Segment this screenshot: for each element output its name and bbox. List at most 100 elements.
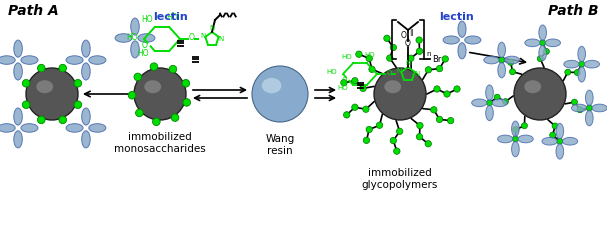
Ellipse shape (0, 124, 15, 132)
Circle shape (366, 55, 373, 62)
Circle shape (22, 101, 30, 109)
Ellipse shape (21, 124, 38, 132)
Ellipse shape (486, 85, 493, 100)
Ellipse shape (562, 137, 578, 145)
Circle shape (509, 69, 515, 75)
Ellipse shape (504, 56, 520, 64)
Text: lectin: lectin (439, 12, 475, 22)
Circle shape (494, 94, 500, 100)
Circle shape (416, 134, 422, 140)
Text: N: N (218, 36, 223, 42)
Ellipse shape (14, 63, 22, 80)
Circle shape (360, 85, 366, 91)
Circle shape (578, 61, 585, 67)
Circle shape (22, 79, 30, 87)
Ellipse shape (374, 68, 426, 120)
Circle shape (436, 116, 443, 123)
Ellipse shape (14, 108, 22, 125)
Circle shape (571, 99, 577, 105)
Ellipse shape (539, 25, 546, 40)
Circle shape (507, 59, 514, 66)
Circle shape (38, 116, 45, 124)
Circle shape (38, 64, 45, 72)
Circle shape (396, 128, 403, 135)
Circle shape (577, 107, 583, 113)
Text: ||: || (410, 29, 415, 37)
Ellipse shape (26, 68, 78, 120)
Circle shape (513, 127, 519, 133)
Ellipse shape (384, 80, 401, 93)
Text: immobilized
monosaccharides: immobilized monosaccharides (114, 132, 206, 154)
Ellipse shape (458, 21, 466, 37)
Ellipse shape (486, 105, 493, 121)
Circle shape (134, 73, 141, 81)
Ellipse shape (498, 62, 506, 78)
Ellipse shape (443, 36, 459, 44)
Circle shape (74, 101, 82, 109)
Ellipse shape (592, 104, 607, 112)
Ellipse shape (458, 43, 466, 59)
Text: HO: HO (141, 16, 152, 24)
Text: O: O (189, 34, 195, 43)
Ellipse shape (21, 56, 38, 64)
Ellipse shape (586, 90, 593, 105)
Text: Path A: Path A (8, 4, 59, 18)
Circle shape (436, 65, 443, 72)
Circle shape (128, 91, 136, 99)
Text: N: N (414, 71, 419, 77)
Ellipse shape (138, 34, 155, 42)
Ellipse shape (512, 142, 519, 157)
Ellipse shape (545, 39, 560, 47)
Text: HO: HO (126, 33, 138, 42)
Text: Path B: Path B (548, 4, 599, 18)
Text: O: O (141, 41, 148, 49)
Ellipse shape (66, 124, 83, 132)
Ellipse shape (14, 40, 22, 57)
Circle shape (344, 112, 350, 118)
Circle shape (363, 137, 370, 144)
Ellipse shape (498, 135, 513, 143)
Circle shape (565, 69, 571, 75)
Circle shape (351, 78, 358, 84)
Text: O: O (386, 70, 392, 76)
Circle shape (150, 63, 158, 71)
Text: HO: HO (137, 49, 149, 58)
Ellipse shape (578, 46, 586, 62)
Circle shape (384, 35, 390, 42)
Circle shape (426, 67, 432, 73)
Circle shape (59, 116, 67, 124)
Ellipse shape (492, 99, 507, 107)
Circle shape (351, 104, 358, 110)
Text: HO: HO (166, 14, 178, 22)
Text: N: N (209, 25, 215, 31)
Ellipse shape (89, 56, 106, 64)
Circle shape (425, 141, 432, 147)
Ellipse shape (134, 68, 186, 120)
Circle shape (390, 137, 396, 144)
Circle shape (498, 57, 504, 63)
Ellipse shape (36, 80, 53, 93)
Circle shape (447, 117, 454, 124)
Circle shape (454, 86, 460, 92)
Circle shape (341, 80, 347, 86)
Ellipse shape (556, 123, 564, 139)
Circle shape (417, 122, 423, 129)
Circle shape (444, 91, 450, 97)
Circle shape (442, 56, 449, 62)
Ellipse shape (571, 104, 587, 112)
Text: O: O (401, 30, 407, 40)
Circle shape (171, 114, 179, 121)
Ellipse shape (82, 108, 90, 125)
Circle shape (356, 51, 362, 57)
Ellipse shape (262, 78, 282, 93)
Circle shape (152, 118, 160, 125)
Ellipse shape (82, 63, 90, 80)
Ellipse shape (512, 121, 519, 136)
Circle shape (503, 99, 509, 105)
Circle shape (393, 148, 400, 154)
Ellipse shape (498, 42, 506, 57)
Circle shape (552, 123, 558, 129)
Circle shape (487, 100, 492, 106)
Text: immobilized
glycopolymers: immobilized glycopolymers (362, 168, 438, 190)
Ellipse shape (0, 56, 15, 64)
